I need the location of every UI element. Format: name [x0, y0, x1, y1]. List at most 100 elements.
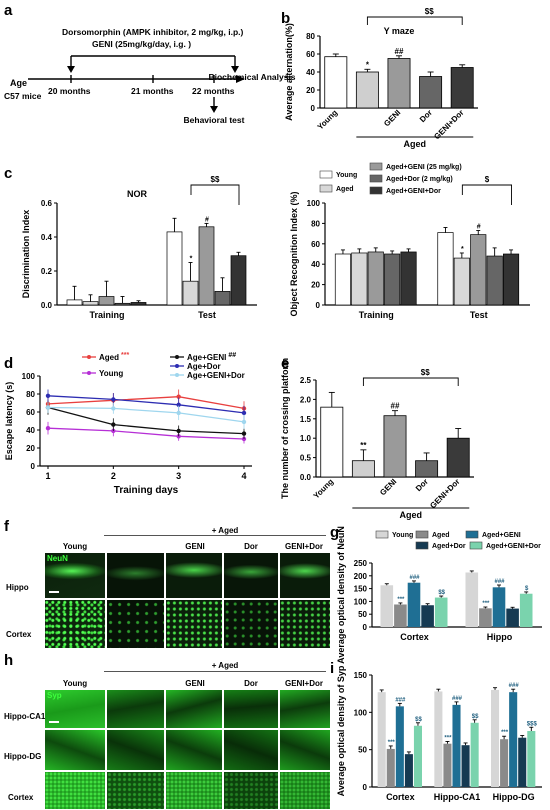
- panel-letter-g: g: [330, 524, 340, 541]
- significance-bracket: [461, 184, 512, 205]
- bracket-label: $$: [421, 368, 430, 377]
- y-tick-label: 20: [26, 444, 35, 453]
- legend-label: Aged+GENI+Dor: [486, 543, 541, 550]
- significance-mark: *: [366, 60, 370, 69]
- significance-mark: *: [190, 256, 193, 263]
- y-tick-label: 60: [311, 240, 320, 249]
- y-tick-label: 1.5: [300, 415, 312, 424]
- chart-object-recognition: 0 20 40 60 80 100 Object Recognition Index (%)…: [289, 162, 530, 320]
- data-point: [241, 410, 247, 416]
- aged-group-label: Aged: [400, 510, 423, 520]
- significance-mark: ###: [395, 697, 406, 703]
- micrograph-f-hippo-dor: [224, 553, 278, 598]
- f-group-header: + Aged: [211, 526, 239, 535]
- bar: [198, 226, 215, 306]
- h-col-geni-dor: GENI+Dor: [284, 679, 323, 688]
- bar: [491, 689, 500, 787]
- micrograph-f-cortex-young: [45, 600, 105, 648]
- x-tick-label: Training: [89, 310, 124, 320]
- bar: [66, 299, 83, 306]
- micrograph-h-cortex-aged: [107, 772, 164, 809]
- data-point: [45, 405, 51, 410]
- micrograph-f-hippo-geni: [166, 553, 222, 598]
- legend-swatch: [319, 184, 333, 193]
- legend-label: Aged+GENI+Dor: [386, 188, 441, 195]
- h-group-line: [104, 671, 326, 672]
- series-line: [47, 406, 245, 423]
- behavior-arrowhead: [210, 106, 218, 113]
- micrograph-h-cortex-dor: [224, 772, 278, 809]
- series-line: [47, 395, 245, 414]
- bar: [351, 460, 375, 478]
- bar: [413, 725, 422, 787]
- x-axis-label: Training days: [114, 485, 179, 496]
- legend-label: Age+GENI ##: [187, 352, 236, 362]
- legend-label: Aged+Dor (2 mg/kg): [386, 176, 453, 183]
- bar: [230, 255, 247, 306]
- micrograph-h-dg-young: [45, 730, 105, 770]
- data-point: [176, 402, 181, 407]
- bar: [503, 253, 520, 306]
- y-axis-label: Discrimination Index: [21, 210, 31, 299]
- panel-letter-i: i: [330, 660, 335, 677]
- y-tick-label: 100: [307, 199, 321, 208]
- y-tick-label: 200: [354, 572, 368, 581]
- micrograph-h-ca1-dor: [224, 690, 278, 728]
- panel-letter-f: f: [4, 518, 9, 535]
- micrograph-f-cortex-dor: [224, 600, 278, 648]
- significance-bracket: [362, 377, 459, 386]
- x-tick-label: Training: [359, 310, 394, 320]
- bar: [377, 692, 386, 787]
- y-tick-label: 0.0: [41, 301, 53, 310]
- y-tick-label: 2.0: [300, 395, 312, 404]
- x-tick-label: Test: [198, 310, 216, 320]
- bar: [470, 722, 479, 787]
- x-tick-label: Dor: [418, 108, 434, 124]
- h-row-ca1: Hippo-CA1: [4, 712, 46, 721]
- bar: [437, 232, 454, 306]
- legend-label: Young: [392, 532, 413, 539]
- chart-title: NOR: [127, 189, 148, 199]
- bar: [334, 253, 351, 306]
- h-row-cortex: Cortex: [8, 793, 34, 802]
- significance-mark: ###: [494, 579, 505, 585]
- y-tick-label: 0: [363, 623, 368, 632]
- x-tick-label: GENI+Dor: [428, 477, 461, 510]
- bar: [387, 58, 411, 109]
- x-tick-label: Hippo-DG: [493, 792, 535, 802]
- y-tick-label: 40: [26, 426, 35, 435]
- y-tick-label: 0: [363, 783, 368, 792]
- panel-letter-c: c: [4, 165, 13, 182]
- legend-label: Aged ***: [99, 352, 129, 362]
- micrograph-h-ca1-geni-dor: [280, 690, 330, 728]
- time-22: 22 months: [192, 86, 235, 96]
- y-tick-label: 40: [306, 68, 315, 77]
- bar: [519, 593, 533, 627]
- bar: [380, 585, 394, 627]
- x-tick-label: Hippo: [487, 632, 513, 642]
- bar: [386, 748, 395, 787]
- bar: [82, 301, 99, 306]
- panel-letter-d: d: [4, 355, 14, 372]
- bar: [492, 587, 506, 627]
- f-col-geni: GENI: [185, 542, 205, 551]
- x-tick-label: Hippo-CA1: [434, 792, 481, 802]
- y-tick-label: 0: [31, 462, 36, 471]
- f-group-line: [104, 535, 326, 536]
- bar: [506, 608, 519, 627]
- bar: [98, 296, 115, 306]
- y-tick-label: 2.5: [300, 376, 312, 385]
- data-point: [111, 428, 116, 434]
- significance-mark: #: [205, 216, 209, 223]
- y-tick-label: 80: [306, 32, 315, 41]
- data-point: [176, 394, 181, 399]
- significance-mark: $: [525, 586, 529, 592]
- legend-label: Aged+GENI: [482, 532, 521, 539]
- data-point: [241, 431, 247, 436]
- bar: [384, 253, 401, 306]
- micrograph-h-dg-geni-dor: [280, 730, 330, 770]
- legend-significance-mark: ***: [121, 352, 129, 359]
- y-tick-label: 0: [311, 104, 316, 113]
- legend-swatch: [465, 530, 479, 539]
- bar: [394, 604, 407, 627]
